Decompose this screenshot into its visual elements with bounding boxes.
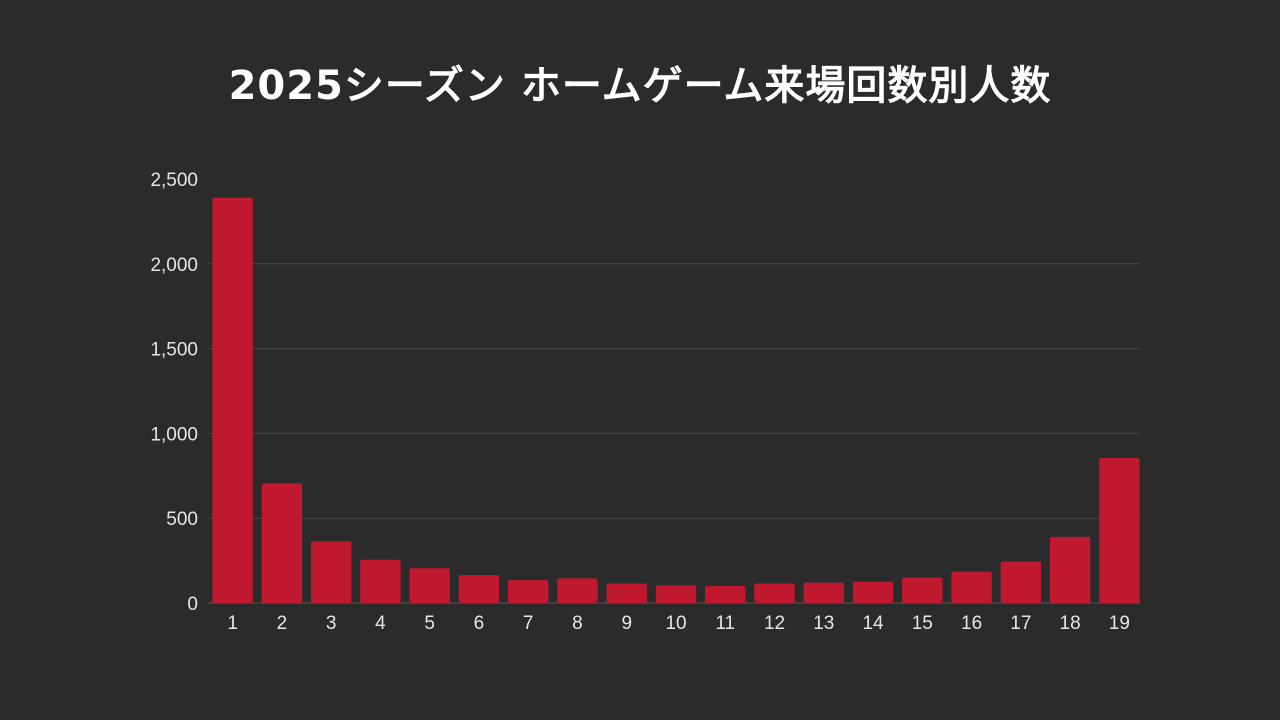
bar-19 — [1099, 457, 1140, 603]
x-tick-label: 1 — [227, 613, 238, 634]
y-tick-label: 2,000 — [150, 255, 198, 276]
bar-2 — [261, 483, 303, 603]
x-tick-label: 8 — [572, 613, 583, 634]
x-tick-label: 10 — [665, 613, 686, 634]
bar-12 — [754, 583, 795, 603]
x-tick-label: 12 — [764, 613, 785, 634]
x-tick-label: 5 — [424, 613, 435, 634]
y-tick-label: 500 — [166, 509, 198, 530]
bar-11 — [705, 586, 746, 603]
bar-16 — [951, 571, 992, 603]
x-tick-label: 2 — [277, 613, 288, 634]
bar-6 — [458, 575, 500, 603]
y-tick-label: 1,500 — [150, 340, 198, 361]
x-tick-label: 17 — [1010, 613, 1031, 634]
bar-5 — [409, 568, 450, 603]
bar-1 — [212, 197, 253, 603]
x-tick-label: 11 — [715, 613, 735, 634]
bar-17 — [1000, 561, 1042, 603]
y-tick-label: 2,500 — [150, 170, 198, 191]
bar-4 — [360, 559, 401, 603]
x-tick-label: 15 — [912, 613, 933, 634]
bar-13 — [803, 582, 844, 603]
bar-3 — [310, 541, 352, 603]
bar-8 — [557, 578, 598, 603]
x-tick-label: 7 — [523, 613, 534, 634]
x-tick-label: 19 — [1109, 613, 1130, 634]
bar-10 — [655, 585, 697, 603]
bar-18 — [1049, 536, 1091, 603]
x-tick-label: 18 — [1060, 613, 1081, 634]
y-tick-label: 1,000 — [150, 424, 198, 445]
bar-15 — [902, 577, 943, 603]
x-tick-label: 14 — [862, 613, 884, 634]
x-tick-label: 4 — [375, 613, 386, 634]
x-tick-label: 13 — [813, 613, 834, 634]
bar-14 — [852, 581, 894, 603]
x-tick-label: 6 — [474, 613, 485, 634]
bar-9 — [606, 583, 647, 603]
bar-7 — [508, 580, 549, 603]
y-tick-label: 0 — [187, 594, 198, 615]
x-tick-label: 16 — [961, 613, 982, 634]
x-tick-label: 3 — [326, 613, 337, 634]
chart-title: 2025シーズン ホームゲーム来場回数別人数 — [228, 63, 1052, 109]
x-tick-label: 9 — [621, 613, 632, 634]
